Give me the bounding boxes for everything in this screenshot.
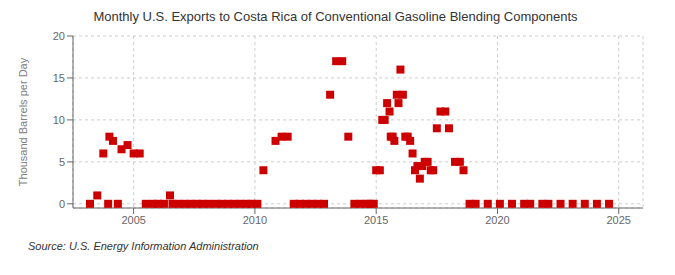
svg-text:2020: 2020 [485, 214, 509, 226]
svg-text:20: 20 [53, 30, 65, 42]
svg-text:Thousand Barrels per Day: Thousand Barrels per Day [17, 57, 29, 186]
svg-text:0: 0 [59, 198, 65, 210]
svg-text:5: 5 [59, 156, 65, 168]
svg-text:10: 10 [53, 114, 65, 126]
html-text:Monthly U.S. Exports to Costa: Monthly U.S. Exports to Costa Rica of Co… [93, 9, 578, 24]
svg-text:2025: 2025 [607, 214, 631, 226]
svg-text:2005: 2005 [121, 214, 145, 226]
svg-text:15: 15 [53, 72, 65, 84]
svg-text:2015: 2015 [364, 214, 388, 226]
html-text:Source: U.S. Energy Informatio: Source: U.S. Energy Information Administ… [28, 240, 259, 252]
svg-text:2010: 2010 [243, 214, 267, 226]
